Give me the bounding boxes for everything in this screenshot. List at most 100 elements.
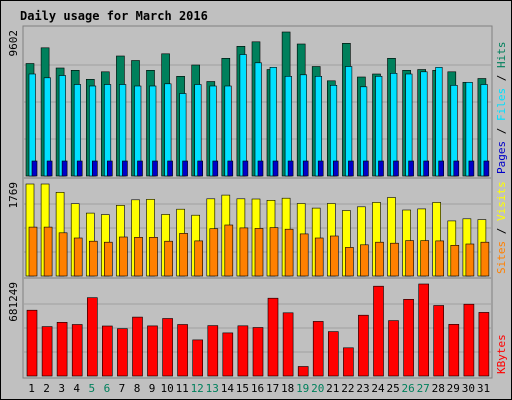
bar-sites-day-25	[390, 242, 399, 277]
bar-sites-day-22	[345, 247, 354, 277]
bar-pages-day-15	[242, 160, 249, 177]
x-tick-label-day-13: 13	[206, 382, 219, 395]
bar-sites-day-21	[329, 235, 339, 277]
bar-kbytes-day-19	[297, 366, 309, 377]
bar-kbytes-day-27	[418, 283, 430, 377]
bar-kbytes-day-17	[267, 297, 279, 377]
legend-entry: Hits	[495, 42, 508, 69]
legend-entry: Visits	[495, 181, 508, 221]
bar-kbytes-day-14	[222, 332, 234, 377]
bar-kbytes-day-4	[71, 324, 83, 377]
bar-files-day-26	[405, 73, 413, 177]
bar-sites-day-9	[149, 237, 158, 277]
bar-kbytes-day-16	[252, 327, 264, 377]
x-tick-label-day-10: 10	[160, 382, 173, 395]
bar-sites-day-26	[405, 240, 414, 277]
bar-pages-day-26	[408, 160, 414, 177]
x-tick-label-day-9: 9	[149, 382, 156, 395]
bar-pages-day-2	[46, 160, 53, 177]
max-label-hits_files_pages: 9602	[7, 30, 20, 57]
max-label-kbytes: 681249	[7, 282, 20, 322]
bar-sites-day-31	[480, 241, 490, 277]
bar-pages-day-4	[76, 160, 83, 177]
bar-kbytes-day-1	[26, 309, 38, 377]
panel-hits_files_pages: 9602 Pages / Files / Hits	[7, 25, 508, 177]
x-tick-label-day-12: 12	[191, 382, 204, 395]
panel-kbytes: 681249 KBytes	[7, 277, 508, 377]
bar-pages-day-11	[182, 160, 188, 177]
bar-kbytes-day-6	[102, 325, 113, 377]
x-tick-label-day-20: 20	[311, 382, 324, 395]
bar-pages-day-22	[348, 160, 354, 177]
bar-sites-day-7	[119, 236, 128, 277]
bar-pages-day-17	[272, 160, 279, 177]
bar-pages-day-16	[257, 160, 264, 177]
bar-pages-day-25	[393, 160, 399, 177]
bar-sites-day-29	[450, 245, 460, 277]
x-tick-label-day-1: 1	[28, 382, 35, 395]
x-tick-label-day-28: 28	[432, 382, 445, 395]
bar-kbytes-day-22	[343, 347, 354, 377]
x-tick-label-day-29: 29	[447, 382, 460, 395]
bar-kbytes-day-3	[56, 321, 68, 377]
bar-sites-day-17	[269, 227, 279, 277]
x-tick-label-day-3: 3	[58, 382, 65, 395]
x-tick-label-day-30: 30	[462, 382, 475, 395]
bar-files-day-17	[269, 67, 277, 177]
bar-files-day-16	[254, 62, 262, 177]
bar-sites-day-20	[314, 237, 324, 277]
bar-pages-day-19	[302, 160, 309, 177]
bar-sites-day-19	[299, 233, 309, 277]
x-tick-label-day-5: 5	[88, 382, 95, 395]
bar-pages-day-24	[378, 160, 384, 177]
x-tick-label-day-11: 11	[176, 382, 189, 395]
bar-kbytes-day-7	[117, 328, 128, 377]
bar-pages-day-27	[423, 160, 430, 177]
bar-sites-day-12	[194, 240, 203, 277]
legend-entry: Files	[495, 88, 508, 121]
bar-sites-day-10	[164, 240, 173, 277]
bar-kbytes-day-31	[478, 312, 490, 377]
bar-kbytes-day-24	[373, 285, 384, 377]
x-tick-label-day-26: 26	[401, 382, 414, 395]
bar-sites-day-14	[224, 224, 234, 277]
bar-pages-day-5	[92, 160, 98, 177]
bar-kbytes-day-2	[41, 326, 53, 377]
bar-kbytes-day-10	[162, 318, 173, 377]
x-tick-label-day-6: 6	[104, 382, 111, 395]
bar-kbytes-day-26	[403, 298, 414, 377]
bar-pages-day-1	[31, 160, 38, 177]
bar-kbytes-day-13	[207, 325, 219, 377]
x-tick-label-day-21: 21	[326, 382, 339, 395]
legend-entry: /	[495, 221, 508, 241]
bar-sites-day-8	[134, 237, 143, 277]
bar-kbytes-day-12	[192, 339, 203, 377]
legend-entry: KBytes	[495, 334, 508, 374]
x-tick-label-day-4: 4	[73, 382, 80, 395]
bar-sites-day-11	[179, 233, 188, 277]
bar-sites-day-4	[73, 237, 83, 277]
bar-kbytes-day-8	[132, 316, 143, 377]
bar-sites-day-1	[28, 226, 38, 277]
bar-pages-day-14	[227, 160, 234, 177]
bar-pages-day-7	[122, 160, 128, 177]
bar-kbytes-day-29	[448, 323, 460, 377]
legend-separator: /	[495, 68, 508, 88]
bar-sites-day-27	[420, 240, 430, 277]
x-tick-label-day-23: 23	[356, 382, 369, 395]
bar-kbytes-day-25	[388, 320, 399, 377]
bar-kbytes-day-15	[237, 325, 249, 377]
x-tick-label-day-25: 25	[386, 382, 399, 395]
bar-sites-day-5	[89, 240, 98, 277]
bar-pages-day-3	[61, 160, 68, 177]
x-tick-label-day-19: 19	[296, 382, 309, 395]
bar-kbytes-day-28	[433, 305, 445, 377]
bar-kbytes-day-9	[147, 325, 158, 377]
x-tick-label-day-31: 31	[477, 382, 490, 395]
bar-sites-day-24	[375, 241, 384, 277]
bar-sites-day-13	[209, 228, 219, 277]
legend-entry: Sites	[495, 241, 508, 274]
bar-sites-day-15	[239, 227, 249, 277]
x-tick-label-day-15: 15	[236, 382, 249, 395]
